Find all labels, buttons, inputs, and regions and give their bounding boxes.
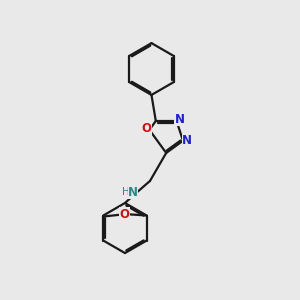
Text: N: N: [128, 186, 138, 199]
Text: O: O: [141, 122, 152, 135]
Text: H: H: [122, 187, 130, 197]
Text: O: O: [120, 208, 130, 220]
Text: N: N: [175, 113, 184, 126]
Text: N: N: [182, 134, 192, 147]
